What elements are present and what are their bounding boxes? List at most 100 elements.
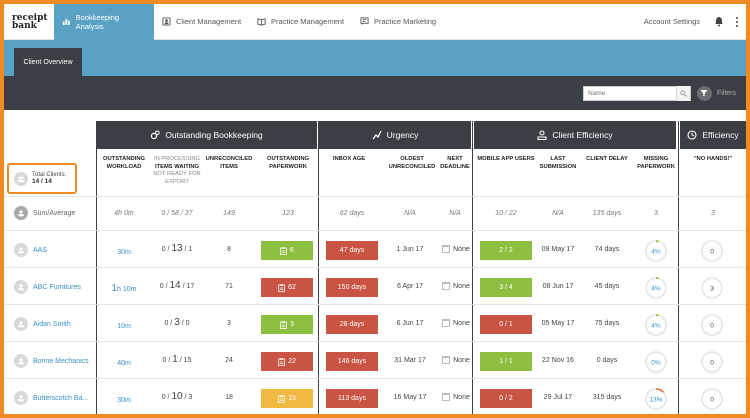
workload-cell[interactable]: 10m (100, 320, 148, 331)
search-button[interactable] (675, 85, 690, 101)
client-row[interactable]: Butterscotch Ba... 30m 0 / 10 / 3 18 15 … (4, 386, 746, 412)
summary-row: Sum/Average 4h 0m 0 / 58 / 37 149 123 62… (4, 206, 746, 224)
client-row[interactable]: Aidan Smith 10m 0 / 3 / 0 3 3 28 days 6 … (4, 312, 746, 338)
account-settings-link[interactable]: Account Settings (643, 17, 700, 26)
items-waiting-value: 3 (174, 317, 180, 328)
client-overview-table: Outstanding Bookkeeping Urgency Client E… (4, 112, 746, 414)
receipt-bank-logo[interactable]: receipt bank (4, 4, 54, 40)
paperwork-badge[interactable]: 22 (261, 352, 313, 371)
col-header-workload[interactable]: OUTSTANDING WORKLOAD (102, 156, 146, 170)
summary-last-submission: N/A (552, 210, 564, 217)
nav-tab-practice-management[interactable]: Practice Management (249, 4, 352, 40)
client-row[interactable]: AAS 30m 0 / 13 / 1 8 6 47 days 1 Jun 17 … (4, 238, 746, 264)
col-header-no-hands[interactable]: "NO HANDS!" (693, 156, 733, 162)
client-name: ABC Furnitures (33, 283, 81, 291)
client-row[interactable]: Bonne Mechanics 40m 0 / 1 / 15 24 22 146… (4, 349, 746, 375)
client-name-link[interactable]: AAS (14, 243, 47, 257)
paperwork-count: 62 (288, 284, 296, 291)
client-name-link[interactable]: Butterscotch Ba... (14, 391, 88, 405)
summary-workload: 4h 0m (114, 210, 134, 217)
not-ready-value: / 0 (181, 320, 190, 327)
client-name: AAS (33, 246, 48, 254)
not-ready-value: / 15 (179, 357, 192, 364)
col-header-oldest-unreconciled[interactable]: OLDEST UNRECONCILED (388, 156, 436, 170)
sub-navigation: Client Overview (4, 40, 746, 76)
nav-tab-client-management[interactable]: Client Management (154, 4, 249, 40)
workload-cell[interactable]: 1h 10m (100, 283, 148, 294)
processing-cell: 0 / 3 / 0 (150, 317, 204, 328)
inbox-age-badge[interactable]: 150 days (326, 278, 378, 297)
client-name-link[interactable]: Bonne Mechanics (14, 354, 89, 368)
mobile-users-badge[interactable]: 3 / 4 (480, 278, 532, 297)
client-name-link[interactable]: Aidan Smith (14, 317, 71, 331)
calendar-icon (442, 393, 451, 401)
nav-tab-label: Client Management (176, 17, 242, 26)
filter-toolbar: Filters (4, 76, 746, 110)
more-menu-icon[interactable] (736, 16, 738, 27)
items-waiting-value: 1 (172, 354, 178, 365)
last-submission-value: 09 May 17 (541, 246, 575, 253)
summary-no-hands: 3 (711, 210, 715, 217)
mobile-users-badge[interactable]: 0 / 2 (480, 389, 532, 408)
summary-missing: 3 (654, 210, 658, 217)
paperwork-badge[interactable]: 3 (261, 315, 313, 334)
inbox-age-badge[interactable]: 113 days (326, 389, 378, 408)
mobile-users-badge[interactable]: 1 / 1 (480, 352, 532, 371)
total-clients-label: Total Clients: (32, 172, 67, 178)
processing-value: 0 / (161, 394, 170, 401)
search-input[interactable] (583, 89, 676, 97)
nav-tab-practice-marketing[interactable]: Practice Marketing (352, 4, 444, 40)
mobile-users-badge[interactable]: 2 / 2 (480, 241, 532, 260)
client-row[interactable]: ABC Furnitures 1h 10m 0 / 14 / 17 71 62 … (4, 275, 746, 301)
workload-value: 30m (117, 249, 131, 256)
user-avatar-icon (14, 243, 28, 257)
summary-name: Sum/Average (33, 209, 76, 217)
mobile-users-badge[interactable]: 0 / 1 (480, 315, 532, 334)
summary-unreconciled: 149 (223, 210, 235, 217)
no-hands-value: 0 (710, 397, 714, 404)
paperwork-count: 3 (290, 321, 294, 328)
inbox-age-badge[interactable]: 146 days (326, 352, 378, 371)
col-header-processing[interactable]: IN PROCESSING ITEMS WAITING NOT READY FO… (150, 156, 204, 186)
col-header-mobile-app-users[interactable]: MOBILE APP USERS (477, 156, 535, 162)
total-clients-value: 14 / 14 (32, 178, 52, 185)
client-name: Aidan Smith (33, 320, 71, 328)
next-deadline-value: None (453, 282, 470, 290)
nav-tab-label: Bookkeeping Analysis (75, 12, 120, 31)
logo-text-line2: bank (12, 20, 37, 31)
col-header-client-delay[interactable]: CLIENT DELAY (586, 156, 628, 162)
group-label: Urgency (386, 130, 419, 140)
user-avatar-icon (14, 317, 28, 331)
logo-text-line1: receipt (12, 12, 48, 23)
col-header-inbox-age[interactable]: INBOX AGE (332, 156, 366, 162)
oldest-unreconciled-value: 1 Jun 17 (396, 246, 424, 253)
col-header-unreconciled[interactable]: UNRECONCILED ITEMS (205, 156, 253, 170)
col-header-missing-paperwork[interactable]: MISSING PAPERWORK (637, 156, 675, 170)
inbox-age-badge[interactable]: 47 days (326, 241, 378, 260)
items-waiting-value: 10 (171, 391, 183, 402)
paperwork-badge[interactable]: 62 (261, 278, 313, 297)
tab-client-overview[interactable]: Client Overview (14, 48, 82, 76)
workload-cell[interactable]: 40m (100, 357, 148, 368)
inbox-age-badge[interactable]: 28 days (326, 315, 378, 334)
workload-cell[interactable]: 30m (100, 246, 148, 257)
nav-tab-bookkeeping-analysis[interactable]: Bookkeeping Analysis (54, 4, 154, 40)
col-header-next-deadline[interactable]: NEXT DEADLINE (440, 156, 470, 170)
unreconciled-value: 71 (225, 283, 233, 290)
bell-icon[interactable] (714, 16, 724, 27)
calendar-icon (442, 356, 451, 364)
no-hands-ring: 3 (701, 277, 723, 299)
last-submission-value: 05 May 17 (541, 320, 575, 327)
last-submission-value: 29 Jul 17 (543, 394, 573, 401)
filters-button[interactable]: Filters (696, 85, 736, 101)
paperwork-badge[interactable]: 6 (261, 241, 313, 260)
client-delay-value: 75 days (594, 320, 620, 327)
col-header-paperwork[interactable]: OUTSTANDING PAPERWORK (266, 156, 310, 170)
inbox-age-value: 113 days (338, 395, 366, 402)
workload-value: 40m (117, 360, 131, 367)
next-deadline-cell: None (438, 319, 474, 327)
client-name-link[interactable]: ABC Furnitures (14, 280, 81, 294)
col-header-last-submission[interactable]: LAST SUBMISSION (539, 156, 577, 170)
workload-cell[interactable]: 30m (100, 394, 148, 405)
paperwork-badge[interactable]: 15 (261, 389, 313, 408)
